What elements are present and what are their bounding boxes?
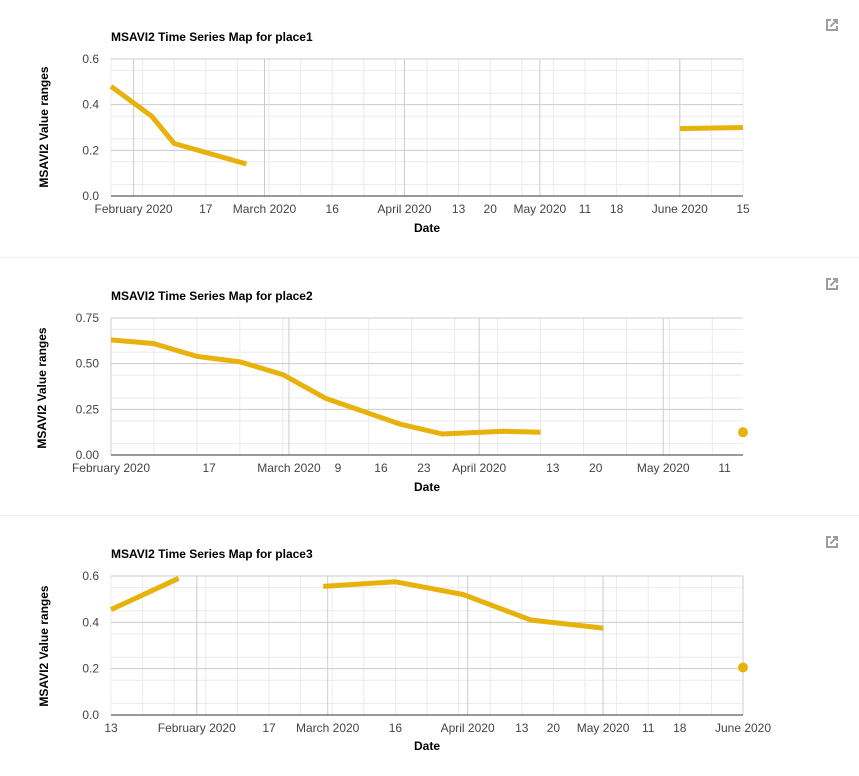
series-line [109, 576, 180, 612]
y-axis-label: MSAVI2 Value ranges [37, 585, 51, 706]
open-in-new-icon[interactable] [823, 533, 841, 551]
x-tick-label: 11 [642, 721, 655, 735]
series-line [323, 579, 604, 631]
x-tick-label: 9 [335, 461, 342, 475]
x-tick-label: 15 [736, 202, 750, 216]
chart-title: MSAVI2 Time Series Map for place3 [111, 547, 313, 561]
x-tick-label: 16 [389, 721, 403, 735]
y-tick-label: 0.00 [76, 448, 100, 462]
y-tick-label: 0.0 [82, 189, 99, 203]
divider [0, 515, 859, 516]
series-line [679, 125, 744, 132]
y-tick-label: 0.6 [82, 569, 99, 583]
x-tick-label: May 2020 [577, 721, 630, 735]
x-tick-label: May 2020 [514, 202, 567, 216]
y-tick-label: 0.2 [82, 662, 99, 676]
x-tick-label: 17 [262, 721, 276, 735]
chart-panel-place3: MSAVI2 Time Series Map for place3 0.0 0.2… [0, 517, 859, 776]
line-chart-place2: MSAVI2 Time Series Map for place2 0.00 0.… [35, 289, 748, 494]
open-in-new-icon[interactable] [823, 275, 841, 293]
y-tick-label: 0.4 [82, 98, 99, 112]
x-tick-label: May 2020 [637, 461, 690, 475]
chart-title: MSAVI2 Time Series Map for place1 [111, 30, 313, 44]
x-tick-label: 11 [579, 202, 592, 216]
y-axis-label: MSAVI2 Value ranges [35, 327, 49, 448]
x-tick-label: 20 [589, 461, 603, 475]
x-tick-label: 11 [718, 461, 731, 475]
x-axis-label: Date [414, 221, 440, 235]
x-tick-label: 16 [326, 202, 340, 216]
y-tick-label: 0.25 [76, 402, 100, 416]
x-tick-label: 23 [417, 461, 431, 475]
y-tick-label: 0.50 [76, 357, 100, 371]
chart-panel-place2: MSAVI2 Time Series Map for place2 0.00 0.… [0, 259, 859, 518]
line-chart-place3: MSAVI2 Time Series Map for place3 0.0 0.2… [37, 547, 771, 753]
open-in-new-icon[interactable] [823, 16, 841, 34]
data-point [738, 662, 748, 673]
y-tick-label: 0.6 [82, 52, 99, 66]
x-tick-label: 18 [673, 721, 687, 735]
chart-title: MSAVI2 Time Series Map for place2 [111, 289, 313, 303]
y-tick-label: 0.2 [82, 143, 99, 157]
x-tick-label: 13 [515, 721, 529, 735]
x-tick-label: 13 [452, 202, 466, 216]
data-point [738, 427, 748, 438]
y-tick-label: 0.0 [82, 708, 99, 722]
x-tick-label: 17 [202, 461, 216, 475]
x-axis-label: Date [414, 480, 440, 494]
x-tick-label: February 2020 [95, 202, 173, 216]
x-tick-label: June 2020 [715, 721, 771, 735]
x-tick-label: April 2020 [452, 461, 506, 475]
chart-panel-place1: MSAVI2 Time Series Map for place1 0.0 0.2… [0, 0, 859, 259]
x-tick-label: 20 [547, 721, 561, 735]
line-chart-place1: MSAVI2 Time Series Map for place1 0.0 0.2… [37, 30, 750, 235]
x-tick-label: 13 [104, 721, 118, 735]
x-tick-label: March 2020 [296, 721, 360, 735]
series-line [109, 84, 248, 167]
x-tick-label: February 2020 [158, 721, 236, 735]
divider [0, 257, 859, 258]
x-tick-label: June 2020 [652, 202, 708, 216]
x-tick-label: April 2020 [377, 202, 431, 216]
x-tick-label: March 2020 [233, 202, 297, 216]
x-tick-label: April 2020 [441, 721, 495, 735]
series-line [110, 337, 541, 437]
y-axis-label: MSAVI2 Value ranges [37, 66, 51, 187]
x-tick-label: 18 [610, 202, 624, 216]
x-tick-label: March 2020 [257, 461, 321, 475]
x-axis-label: Date [414, 739, 440, 753]
x-tick-label: 13 [546, 461, 560, 475]
y-tick-label: 0.4 [82, 615, 99, 629]
x-tick-label: February 2020 [72, 461, 150, 475]
y-tick-label: 0.75 [76, 311, 100, 325]
x-tick-label: 17 [199, 202, 213, 216]
x-tick-label: 20 [484, 202, 498, 216]
x-tick-label: 16 [374, 461, 388, 475]
